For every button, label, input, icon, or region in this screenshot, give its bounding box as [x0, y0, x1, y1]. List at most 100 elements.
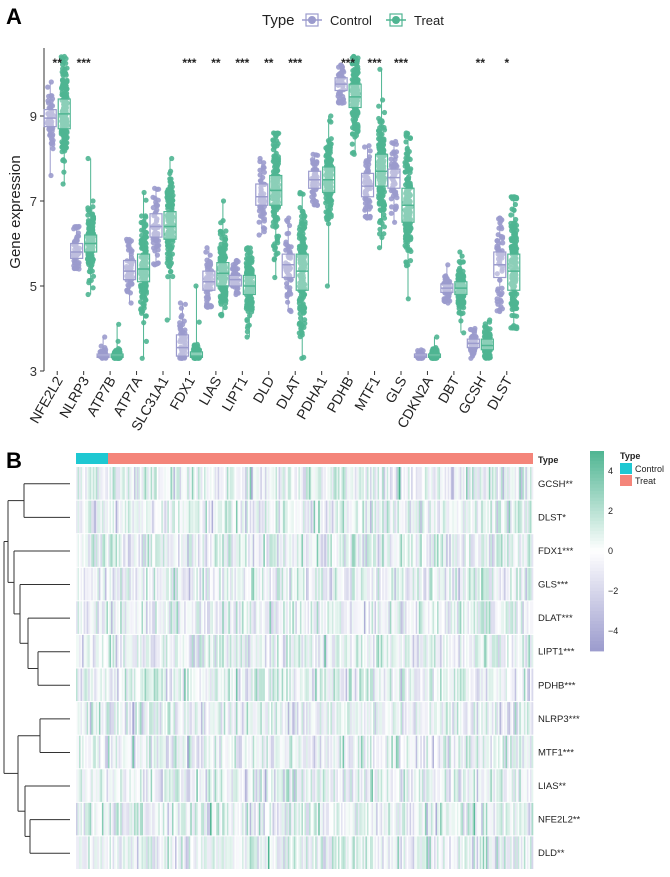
box-control-lipt1 [228, 257, 242, 298]
significance-gls: *** [394, 56, 408, 70]
significance-nfe2l2: ** [53, 56, 63, 70]
data-point [90, 216, 97, 222]
box-control-lias [202, 245, 216, 310]
box-iqr [295, 253, 309, 291]
data-point [127, 274, 133, 280]
data-point [142, 258, 148, 264]
box-iqr [348, 83, 362, 109]
data-point [62, 70, 68, 76]
box-control-atp7b [96, 334, 110, 361]
box-treat-atp7a [136, 189, 151, 361]
significance-marks: ** *** *** ** *** ** *** *** *** *** ** * [53, 56, 510, 70]
box-treat-lipt1 [242, 245, 256, 340]
data-point [164, 317, 170, 323]
data-point [511, 297, 517, 304]
data-point [284, 284, 290, 290]
data-point [90, 285, 96, 291]
data-point [129, 281, 135, 287]
x-tick-label: FDX1 [166, 373, 198, 412]
data-point [115, 338, 121, 344]
data-point [143, 241, 149, 247]
data-point [323, 153, 329, 159]
data-point [166, 241, 172, 247]
data-point [328, 214, 334, 220]
significance-gcsh: ** [476, 56, 486, 70]
panel-a-label: A [6, 4, 22, 29]
data-point [143, 338, 149, 344]
box-treat-dbt [454, 249, 468, 336]
data-point [98, 343, 104, 349]
data-point [207, 252, 213, 258]
data-point [64, 79, 70, 85]
data-point [298, 324, 305, 331]
legend-item-treat: Treat [386, 13, 444, 28]
data-point [46, 119, 52, 125]
data-point [313, 152, 319, 158]
data-point [376, 103, 382, 109]
significance-mtf1: *** [368, 56, 382, 70]
data-point [445, 262, 451, 268]
data-point [90, 273, 97, 279]
data-point [381, 201, 387, 207]
y-tick-label: 5 [30, 279, 37, 294]
data-point [514, 313, 520, 319]
data-point [178, 305, 184, 311]
x-tick-label: NFE2L2 [26, 373, 66, 426]
annotation-control [76, 453, 108, 464]
box-treat-slc31a1 [163, 155, 177, 323]
data-point [143, 221, 149, 227]
box-iqr [175, 334, 190, 357]
data-point [60, 181, 66, 187]
data-point [86, 268, 92, 275]
annotation-track-label: Type [538, 455, 558, 465]
data-point [138, 219, 144, 226]
box-iqr [70, 242, 84, 259]
box-iqr [360, 172, 375, 198]
significance-nlrp3: *** [77, 56, 91, 70]
data-point [481, 330, 488, 336]
data-point [235, 259, 241, 265]
box-iqr [122, 259, 137, 281]
box-series [43, 53, 521, 361]
data-point [45, 84, 51, 90]
data-point [50, 146, 56, 152]
data-point [49, 96, 56, 102]
data-point [261, 165, 267, 171]
data-point [256, 219, 262, 225]
annotation-treat [108, 453, 533, 464]
data-point [64, 128, 70, 134]
data-point [496, 225, 502, 231]
data-point [390, 140, 396, 146]
box-control-cdkn2a [413, 347, 428, 361]
heatmap-row [76, 500, 534, 534]
data-point [59, 58, 65, 64]
data-point [45, 98, 51, 104]
box-treat-gcsh [480, 317, 494, 361]
box-control-dld [255, 155, 269, 238]
data-point [60, 120, 66, 126]
box-treat-dlst [507, 194, 521, 332]
data-point [376, 115, 382, 122]
data-point [64, 65, 70, 71]
data-point [349, 150, 355, 156]
boxplot-legend: Type Control Treat [262, 12, 444, 29]
significance-lipt1: *** [235, 56, 249, 70]
box-treat-lias [216, 198, 230, 319]
data-point [511, 238, 517, 244]
data-point [219, 235, 225, 241]
data-point [60, 157, 66, 163]
data-point [62, 116, 69, 122]
data-point [170, 273, 176, 280]
legend-label-treat: Treat [414, 13, 444, 28]
data-point [85, 212, 91, 218]
data-point [64, 123, 70, 129]
data-point [510, 325, 516, 331]
data-point [196, 319, 202, 325]
data-point [379, 220, 385, 226]
box-iqr [374, 153, 389, 187]
box-control-slc31a1 [149, 185, 163, 268]
data-point [89, 262, 95, 268]
data-point [217, 255, 223, 261]
data-point [494, 296, 500, 302]
